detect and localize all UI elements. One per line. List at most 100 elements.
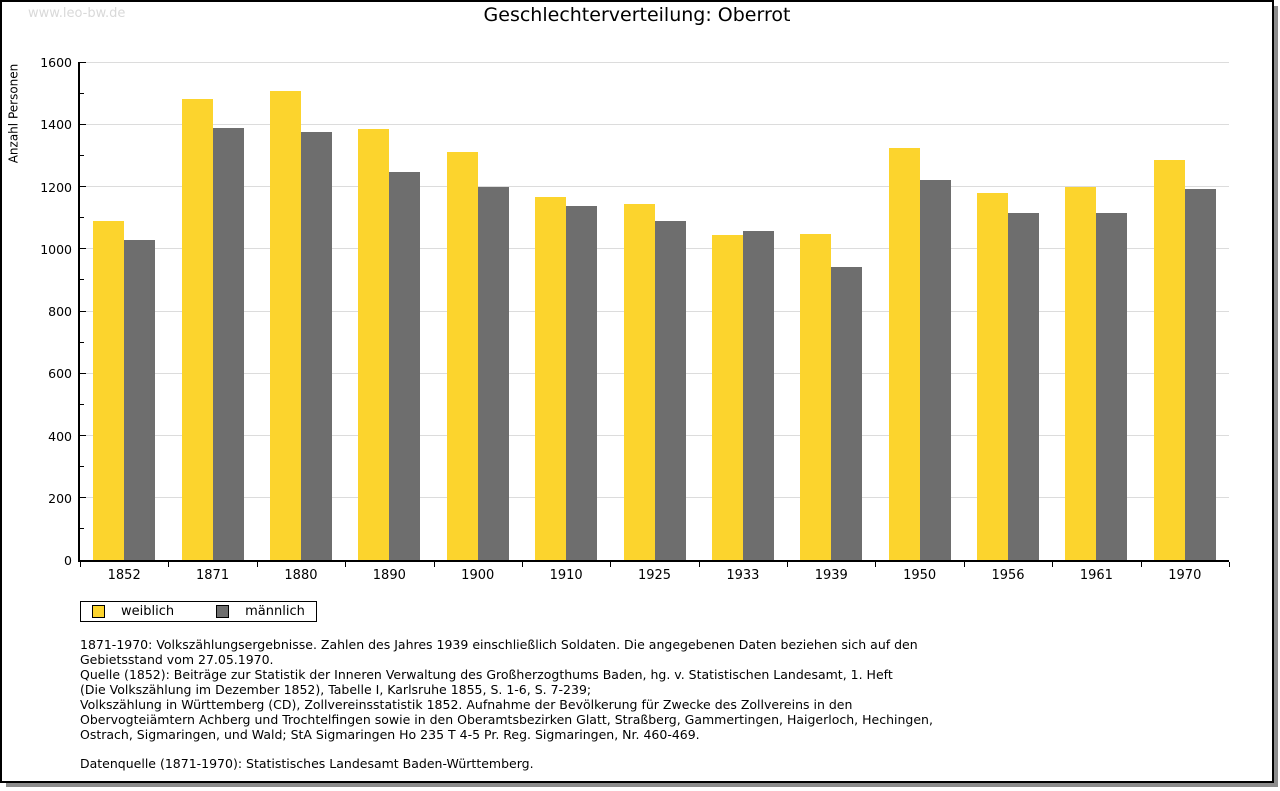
bar-weiblich-1900 — [446, 151, 478, 560]
y-major-tick — [80, 497, 86, 499]
x-axis-label: 1871 — [196, 568, 230, 583]
bar-männlich-1961 — [1096, 212, 1128, 560]
y-axis-tick-label: 600 — [48, 366, 72, 382]
legend-swatch-icon — [92, 605, 105, 618]
bar-männlich-1939 — [831, 267, 863, 560]
bar-weiblich-1939 — [800, 233, 832, 560]
x-axis-tick — [79, 562, 81, 567]
bar-männlich-1890 — [389, 171, 421, 560]
x-axis-label: 1956 — [991, 568, 1025, 583]
x-axis-tick — [1140, 562, 1142, 567]
legend-item-männlich: männlich — [216, 604, 305, 619]
bar-weiblich-1970 — [1153, 160, 1185, 560]
bar-männlich-1871 — [212, 128, 244, 560]
bar-weiblich-1871 — [181, 98, 213, 560]
x-axis-tick — [874, 562, 876, 567]
bar-männlich-1925 — [654, 220, 686, 560]
y-minor-tick — [80, 154, 84, 156]
x-axis-label: 1852 — [107, 568, 141, 583]
y-axis-tick-label: 400 — [48, 428, 72, 444]
footnote-line: Quelle (1852): Beiträge zur Statistik de… — [80, 667, 893, 682]
x-axis-label: 1890 — [372, 568, 406, 583]
legend-swatch-icon — [216, 605, 230, 618]
y-axis-tick-label: 1400 — [40, 117, 72, 133]
y-major-tick — [80, 186, 86, 187]
y-axis-tick-label: 1600 — [40, 55, 72, 70]
x-axis-tick — [433, 562, 435, 567]
x-axis-tick — [963, 562, 965, 567]
plot-area: 0 200 400 600 800 1000 1200 1400 1600 1852 1871 188… — [40, 55, 1230, 583]
y-minor-tick — [80, 403, 84, 405]
y-minor-tick — [80, 92, 84, 94]
chart-title: Geschlechterverteilung: Oberrot — [483, 4, 791, 26]
y-gridline — [80, 123, 1229, 125]
x-axis-label: 1925 — [637, 568, 672, 583]
bar-männlich-1950 — [919, 180, 951, 560]
x-axis-tick — [786, 562, 788, 567]
x-axis-label: 1950 — [903, 568, 937, 583]
bar-weiblich-1880 — [269, 91, 301, 560]
legend: weiblich männlich — [80, 601, 317, 622]
y-axis-line — [78, 62, 80, 562]
y-axis-tick-label: 800 — [48, 304, 72, 319]
datasource-line: Datenquelle (1871-1970): Statistisches L… — [80, 756, 534, 771]
x-axis-label: 1933 — [726, 568, 760, 583]
y-axis-tick-label: 200 — [48, 490, 72, 506]
bar-weiblich-1933 — [711, 234, 743, 560]
y-axis-tick-label: 1000 — [40, 241, 72, 257]
bar-weiblich-1910 — [535, 196, 567, 560]
bar-weiblich-1961 — [1065, 186, 1097, 560]
footnote-line: Gebietsstand vom 27.05.1970. — [80, 652, 274, 667]
y-minor-tick — [80, 279, 84, 281]
y-minor-tick — [80, 341, 84, 343]
legend-item-weiblich: weiblich — [92, 604, 174, 619]
x-axis-label: 1961 — [1079, 568, 1113, 583]
footnote-line: Ostrach, Sigmaringen, und Wald; StA Sigm… — [80, 727, 700, 742]
x-axis-tick — [344, 562, 346, 567]
y-minor-tick — [80, 466, 84, 468]
x-axis-tick — [256, 562, 258, 567]
x-axis-label: 1970 — [1168, 568, 1202, 583]
watermark: www.leo-bw.de — [28, 6, 126, 21]
y-axis-tick-label: 1200 — [40, 179, 72, 195]
x-axis-tick — [698, 562, 700, 567]
bar-männlich-1910 — [566, 205, 598, 560]
y-minor-tick — [80, 528, 84, 530]
legend-label: männlich — [245, 604, 305, 619]
bar-männlich-1956 — [1008, 212, 1040, 560]
y-axis-tick-label: 0 — [64, 553, 72, 568]
y-gridline — [80, 61, 1229, 63]
y-gridline — [80, 186, 1229, 187]
footnote-line: (Die Volkszählung im Dezember 1852), Tab… — [80, 682, 592, 697]
y-major-tick — [80, 372, 86, 374]
footnote-line: Obervogteiämtern Achberg und Trochtelfin… — [80, 712, 933, 727]
bar-männlich-1880 — [300, 132, 332, 560]
x-axis-tick — [609, 562, 611, 567]
bar-männlich-1970 — [1184, 188, 1216, 560]
y-major-tick — [80, 123, 86, 125]
y-minor-tick — [80, 217, 84, 219]
y-major-tick — [80, 248, 86, 250]
bar-weiblich-1925 — [623, 204, 655, 560]
x-axis-tick — [521, 562, 523, 567]
footnote-line: 1871-1970: Volkszählungsergebnisse. Zahl… — [80, 637, 918, 652]
bar-weiblich-1890 — [358, 128, 390, 560]
bar-männlich-1900 — [477, 187, 509, 560]
x-axis-line — [78, 560, 1229, 562]
x-axis-label: 1880 — [284, 568, 318, 583]
x-axis-label: 1939 — [814, 568, 848, 583]
bar-weiblich-1950 — [888, 148, 920, 560]
bar-männlich-1852 — [124, 240, 156, 560]
y-major-tick — [80, 61, 86, 63]
x-axis-tick — [1051, 562, 1053, 567]
footnote-line: Volkszählung in Württemberg (CD), Zollve… — [80, 697, 853, 712]
footnotes: 1871-1970: Volkszählungsergebnisse. Zahl… — [80, 637, 933, 771]
x-axis-label: 1910 — [549, 568, 583, 583]
y-major-tick — [80, 310, 86, 312]
x-axis-tick — [1228, 562, 1230, 567]
x-axis-label: 1900 — [461, 568, 495, 583]
y-axis-title: Anzahl Personen — [6, 63, 21, 164]
y-major-tick — [80, 435, 86, 436]
bar-männlich-1933 — [742, 231, 774, 560]
x-axis-tick — [167, 562, 169, 567]
